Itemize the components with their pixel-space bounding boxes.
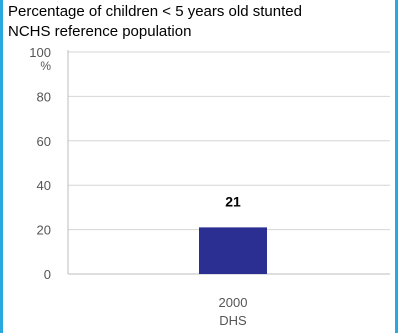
y-tick-label: 100: [29, 45, 51, 60]
chart-subtitle: NCHS reference population: [8, 23, 192, 40]
x-category-label: 2000: [219, 295, 248, 310]
y-tick-label: 0: [44, 267, 51, 282]
y-tick-label: 60: [37, 134, 51, 149]
clipped-heading-fragment: [8, 0, 60, 3]
y-axis-unit-label: %: [40, 59, 51, 73]
bar-data-label: 21: [225, 193, 241, 209]
bar: [199, 227, 267, 274]
y-tick-label: 80: [37, 89, 51, 104]
chart-title: Percentage of children < 5 years old stu…: [8, 3, 302, 20]
y-tick-label: 40: [37, 178, 51, 193]
x-category-label: DHS: [219, 313, 247, 328]
y-tick-label: 20: [37, 223, 51, 238]
